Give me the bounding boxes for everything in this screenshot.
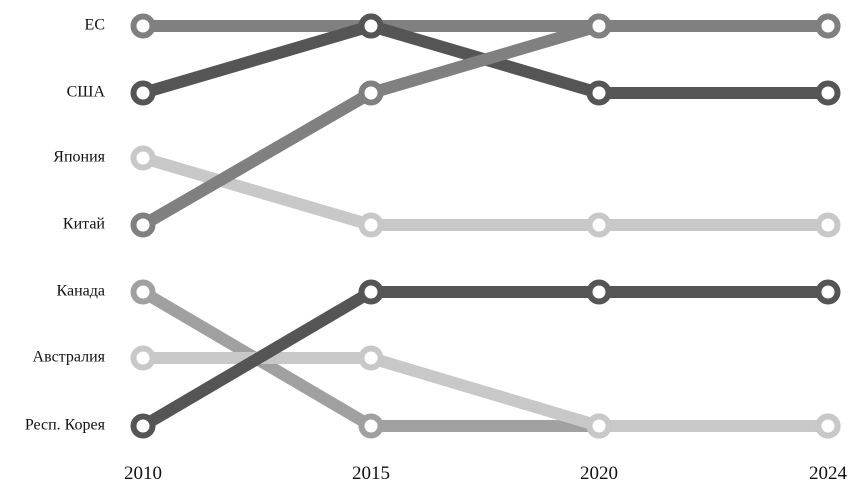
x-tick-labels: 2010 2015 2020 2024: [124, 463, 848, 484]
point-australia-2015: [358, 345, 384, 371]
point-japan-2015: [358, 212, 384, 238]
point-japan-2024: [815, 212, 841, 238]
point-japan-2010: [130, 145, 156, 171]
point-usa-2020: [586, 80, 612, 106]
point-korea-2010: [130, 413, 156, 439]
point-japan-2020: [586, 212, 612, 238]
x-tick-label: 2020: [580, 463, 618, 484]
point-australia-2010: [130, 345, 156, 371]
y-tick-label: ЕС: [85, 17, 105, 34]
series-markers: [130, 13, 841, 439]
point-eu-2010: [130, 13, 156, 39]
point-canada-2015: [358, 413, 384, 439]
x-tick-label: 2010: [124, 463, 162, 484]
x-tick-label: 2024: [809, 463, 848, 484]
point-australia-2020: [586, 413, 612, 439]
point-korea-2015: [358, 279, 384, 305]
y-tick-label: Япония: [53, 149, 105, 166]
y-tick-label: Австралия: [33, 349, 106, 366]
point-usa-2024: [815, 80, 841, 106]
point-china-2015: [358, 80, 384, 106]
point-china-2024: [815, 13, 841, 39]
series-line-japan: [137, 152, 834, 231]
point-usa-2010: [130, 80, 156, 106]
point-korea-2020: [586, 279, 612, 305]
point-china-2010: [130, 212, 156, 238]
point-china-2020: [586, 13, 612, 39]
y-tick-labels: ЕС США Япония Китай Канада Австралия Респ. Кор…: [25, 17, 106, 434]
point-korea-2024: [815, 279, 841, 305]
x-tick-label: 2015: [352, 463, 390, 484]
series-lines: [137, 20, 834, 432]
point-australia-2024: [815, 413, 841, 439]
y-tick-label: США: [67, 84, 106, 101]
point-usa-2015: [358, 13, 384, 39]
y-tick-label: Канада: [57, 283, 105, 300]
y-tick-label: Китай: [63, 216, 106, 233]
series-line-korea: [137, 286, 834, 432]
series-line-china: [137, 20, 834, 231]
point-canada-2010: [130, 279, 156, 305]
y-tick-label: Респ. Корея: [25, 417, 106, 434]
